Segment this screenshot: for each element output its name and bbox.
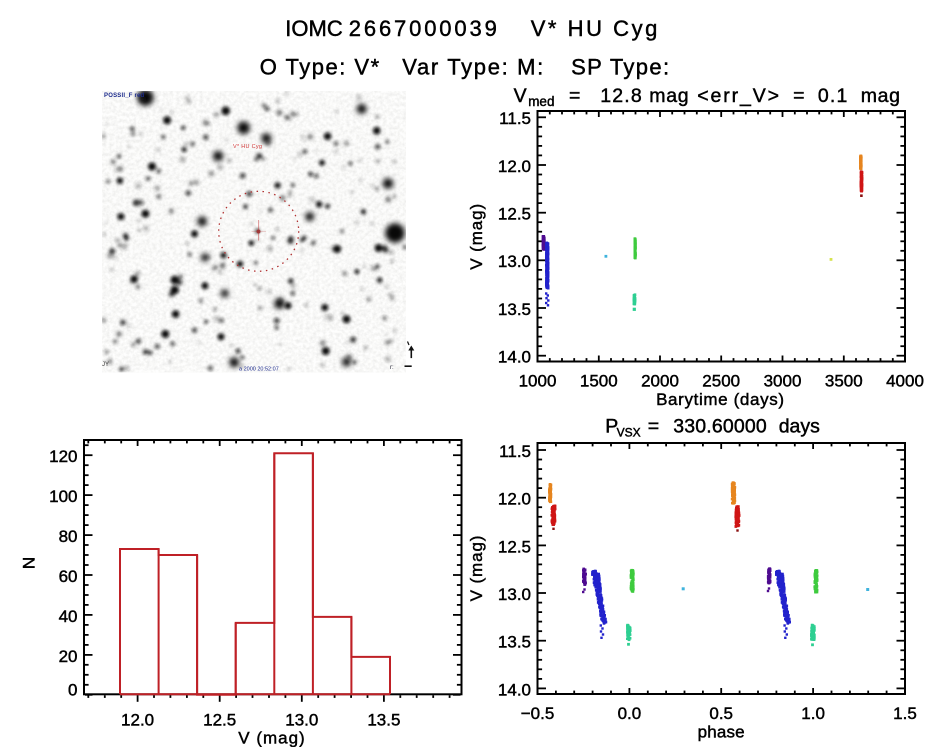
svg-text:40: 40 xyxy=(59,607,78,626)
svg-text:VSX: VSX xyxy=(617,426,641,440)
svg-text:0.0: 0.0 xyxy=(618,704,642,723)
svg-text:2500: 2500 xyxy=(702,371,740,390)
svg-text:1000: 1000 xyxy=(519,371,557,390)
svg-text:mag: mag xyxy=(649,85,689,107)
svg-text:1.5: 1.5 xyxy=(893,704,917,723)
svg-text:1.0: 1.0 xyxy=(801,704,825,723)
svg-text:14.0: 14.0 xyxy=(498,680,531,699)
svg-text:11.5: 11.5 xyxy=(499,109,531,128)
svg-text:=: = xyxy=(648,416,659,438)
svg-text:12.0: 12.0 xyxy=(121,710,154,729)
svg-text:0.5: 0.5 xyxy=(709,704,733,723)
svg-text:a 2000 20:52:07: a 2000 20:52:07 xyxy=(239,367,279,373)
svg-text:13.5: 13.5 xyxy=(498,300,531,319)
svg-text:12.0: 12.0 xyxy=(498,490,531,509)
svg-text:JY: JY xyxy=(102,362,109,368)
svg-text:=: = xyxy=(569,85,580,107)
svg-text:13.5: 13.5 xyxy=(367,710,400,729)
svg-text:60: 60 xyxy=(59,567,78,586)
svg-text:V (mag): V (mag) xyxy=(467,203,486,270)
svg-text:V (mag): V (mag) xyxy=(467,535,486,602)
svg-text:13.0: 13.0 xyxy=(498,252,531,271)
svg-text:POSSII_F red: POSSII_F red xyxy=(104,93,145,99)
svg-text:0: 0 xyxy=(68,680,77,699)
svg-text:2000: 2000 xyxy=(641,371,679,390)
svg-text:days: days xyxy=(779,416,820,438)
svg-text:12.8: 12.8 xyxy=(600,85,643,107)
svg-text:13.0: 13.0 xyxy=(498,585,531,604)
svg-text:P: P xyxy=(605,416,618,438)
svg-text:12.5: 12.5 xyxy=(498,537,531,556)
svg-text:=: = xyxy=(793,85,804,107)
svg-text:N: N xyxy=(20,557,39,569)
svg-text:mag: mag xyxy=(861,85,901,107)
svg-text:−0.5: −0.5 xyxy=(521,704,555,723)
svg-text:13.0: 13.0 xyxy=(285,710,318,729)
svg-text:IOMC: IOMC xyxy=(285,16,343,41)
svg-text:4000: 4000 xyxy=(886,371,924,390)
svg-text:Barytime (days): Barytime (days) xyxy=(656,390,785,409)
svg-text:100: 100 xyxy=(49,487,77,506)
svg-text:<err_V>: <err_V> xyxy=(697,85,781,107)
svg-text:120: 120 xyxy=(49,447,77,466)
svg-text:11.5: 11.5 xyxy=(499,442,531,461)
svg-text:SP Type:: SP Type: xyxy=(571,54,670,79)
svg-text:12.5: 12.5 xyxy=(203,710,236,729)
svg-text:13.5: 13.5 xyxy=(498,633,531,652)
svg-text:80: 80 xyxy=(59,527,78,546)
svg-text:V (mag): V (mag) xyxy=(238,729,305,747)
svg-text:V: V xyxy=(514,85,527,107)
svg-text:0.1: 0.1 xyxy=(818,85,849,107)
svg-text:phase: phase xyxy=(698,723,745,742)
svg-text:3000: 3000 xyxy=(764,371,802,390)
svg-text:20: 20 xyxy=(59,647,78,666)
svg-text:V* HU Cyg: V* HU Cyg xyxy=(233,144,262,150)
svg-text:14.0: 14.0 xyxy=(498,348,531,367)
svg-text:O Type: V*: O Type: V* xyxy=(260,54,381,79)
svg-text:V* HU Cyg: V* HU Cyg xyxy=(531,16,660,41)
svg-text:12.5: 12.5 xyxy=(498,205,531,224)
svg-text:med: med xyxy=(528,94,554,109)
svg-text:3500: 3500 xyxy=(825,371,863,390)
svg-text:330.60000: 330.60000 xyxy=(673,416,767,438)
svg-text:2667000039: 2667000039 xyxy=(349,16,500,41)
svg-text:1500: 1500 xyxy=(580,371,618,390)
svg-text:12.0: 12.0 xyxy=(498,157,531,176)
svg-text:r:: r: xyxy=(390,365,394,371)
svg-text:Var Type: M:: Var Type: M: xyxy=(402,54,545,79)
